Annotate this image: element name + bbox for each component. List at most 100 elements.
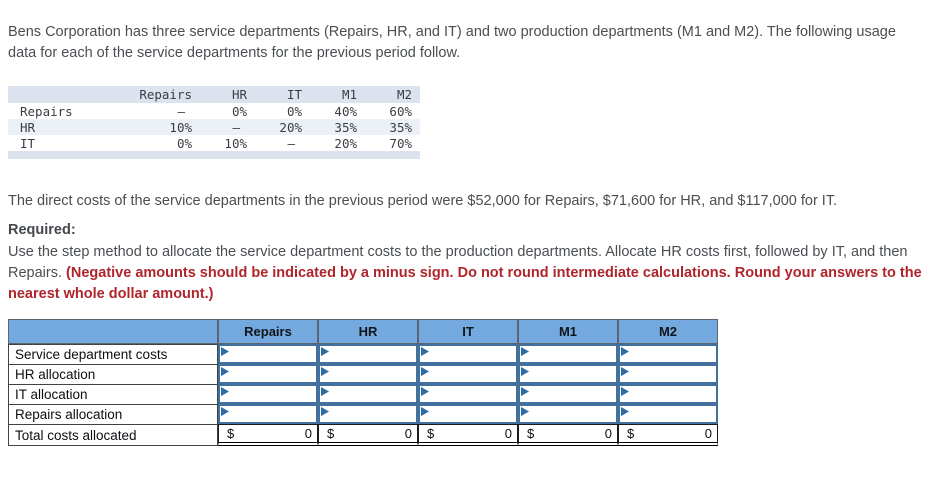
allocation-column-header-repairs: Repairs	[218, 319, 318, 344]
answer-cell-row3-hr[interactable]	[318, 384, 418, 404]
answer-flag-icon	[321, 347, 329, 357]
usage-value-cell: –	[177, 103, 185, 119]
usage-row-label: Repairs	[20, 103, 73, 119]
usage-value-cell: 70%	[389, 135, 412, 151]
answer-flag-icon	[221, 387, 229, 397]
allocation-header-corner	[8, 319, 218, 344]
currency-symbol: $	[327, 426, 335, 441]
total-cell-inner: $0	[620, 426, 716, 441]
usage-column-header-it: IT	[255, 86, 310, 103]
total-amount: 0	[704, 426, 712, 441]
allocation-column-header-m1: M1	[518, 319, 618, 344]
answer-flag-icon	[321, 407, 329, 417]
usage-row-repairs: Repairs – 0% 0% 40% 60%	[8, 103, 420, 119]
allocation-total-label: Total costs allocated	[8, 424, 218, 446]
total-cell-m2: $0	[618, 424, 718, 446]
answer-cell-row3-it[interactable]	[418, 384, 518, 404]
answer-cell-row3-m2[interactable]	[618, 384, 718, 404]
total-amount: 0	[504, 426, 512, 441]
currency-symbol: $	[427, 426, 435, 441]
answer-cell-row2-m2[interactable]	[618, 364, 718, 384]
usage-value-cell: 35%	[310, 119, 365, 135]
usage-value-cell: 20%	[334, 135, 357, 151]
answer-cell-row4-repairs[interactable]	[218, 404, 318, 424]
answer-flag-icon	[221, 367, 229, 377]
usage-row-label: IT	[20, 135, 36, 151]
usage-row-label: HR	[8, 119, 138, 135]
answer-flag-icon	[621, 387, 629, 397]
allocation-column-header-it: IT	[418, 319, 518, 344]
usage-column-header-hr: HR	[200, 86, 255, 103]
usage-table-body: Repairs –0% 0% 40% 60% HR 10% –20% 35% 35% IT 0% 10%…	[8, 103, 420, 159]
allocation-table-body: Service department costs HR allocation IT …	[8, 344, 718, 446]
answer-flag-icon	[421, 347, 429, 357]
answer-cell-row1-repairs[interactable]	[218, 344, 318, 364]
answer-cell-row1-m1[interactable]	[518, 344, 618, 364]
usage-row-it: IT 0% 10% – 20% 70%	[8, 135, 420, 151]
direct-costs-paragraph: The direct costs of the service departme…	[8, 193, 838, 209]
usage-footer-band	[8, 151, 420, 159]
allocation-row: HR allocation	[8, 364, 718, 384]
usage-value-cell: 20%	[255, 119, 310, 135]
usage-value-cell: 10%	[224, 135, 247, 151]
answer-cell-row3-m1[interactable]	[518, 384, 618, 404]
allocation-row-label: Service department costs	[8, 344, 218, 364]
currency-symbol: $	[527, 426, 535, 441]
answer-cell-row4-m1[interactable]	[518, 404, 618, 424]
total-amount: 0	[404, 426, 412, 441]
usage-column-header-m2: M2	[365, 86, 420, 103]
allocation-row-label: IT allocation	[8, 384, 218, 404]
allocation-row-label: HR allocation	[8, 364, 218, 384]
answer-cell-row4-m2[interactable]	[618, 404, 718, 424]
required-paragraph: Use the step method to allocate the serv…	[8, 242, 926, 305]
answer-flag-icon	[521, 387, 529, 397]
allocation-row-label: Repairs allocation	[8, 404, 218, 424]
answer-flag-icon	[621, 347, 629, 357]
intro-paragraph: Bens Corporation has three service depar…	[8, 24, 896, 61]
total-cell-hr: $0	[318, 424, 418, 446]
total-cell-inner: $0	[320, 426, 416, 441]
usage-header-row: Repairs HR IT M1 M2	[8, 86, 420, 103]
total-cell-m1: $0	[518, 424, 618, 446]
currency-symbol: $	[227, 426, 235, 441]
usage-value-cell: 0%	[286, 103, 302, 119]
total-cell-repairs: $0	[218, 424, 318, 446]
total-amount: 0	[304, 426, 312, 441]
usage-value-cell: 40%	[334, 103, 357, 119]
usage-value-cell: 0%	[231, 103, 247, 119]
allocation-table-header: Repairs HR IT M1 M2	[8, 319, 718, 344]
answer-flag-icon	[421, 387, 429, 397]
answer-flag-icon	[321, 367, 329, 377]
allocation-total-row: Total costs allocated $0 $0 $0 $0 $0	[8, 424, 718, 446]
answer-cell-row1-m2[interactable]	[618, 344, 718, 364]
answer-cell-row3-repairs[interactable]	[218, 384, 318, 404]
usage-value-cell: –	[200, 119, 255, 135]
total-cell-inner: $0	[520, 426, 616, 441]
answer-cell-row2-hr[interactable]	[318, 364, 418, 384]
total-cell-inner: $0	[420, 426, 516, 441]
answer-cell-row1-hr[interactable]	[318, 344, 418, 364]
total-cell-inner: $0	[220, 426, 316, 441]
allocation-header-row: Repairs HR IT M1 M2	[8, 319, 718, 344]
answer-flag-icon	[321, 387, 329, 397]
usage-row-hr: HR 10% –20% 35% 35%	[8, 119, 420, 135]
answer-cell-row4-it[interactable]	[418, 404, 518, 424]
allocation-column-header-m2: M2	[618, 319, 718, 344]
answer-cell-row2-repairs[interactable]	[218, 364, 318, 384]
answer-cell-row4-hr[interactable]	[318, 404, 418, 424]
answer-flag-icon	[421, 367, 429, 377]
currency-symbol: $	[627, 426, 635, 441]
answer-cell-row1-it[interactable]	[418, 344, 518, 364]
answer-cell-row2-it[interactable]	[418, 364, 518, 384]
allocation-row: Repairs allocation	[8, 404, 718, 424]
total-amount: 0	[604, 426, 612, 441]
answer-cell-row2-m1[interactable]	[518, 364, 618, 384]
usage-footer-band-cell	[8, 151, 420, 159]
allocation-table: Repairs HR IT M1 M2 Service department costs…	[8, 319, 718, 446]
usage-value-cell: –	[287, 135, 295, 151]
usage-table: Repairs HR IT M1 M2 Repairs –0% 0% 40% 60% HR 10% –…	[8, 86, 420, 159]
usage-value-cell: 35%	[365, 119, 420, 135]
problem-page: Bens Corporation has three service depar…	[8, 24, 926, 446]
allocation-column-header-hr: HR	[318, 319, 418, 344]
answer-flag-icon	[621, 407, 629, 417]
